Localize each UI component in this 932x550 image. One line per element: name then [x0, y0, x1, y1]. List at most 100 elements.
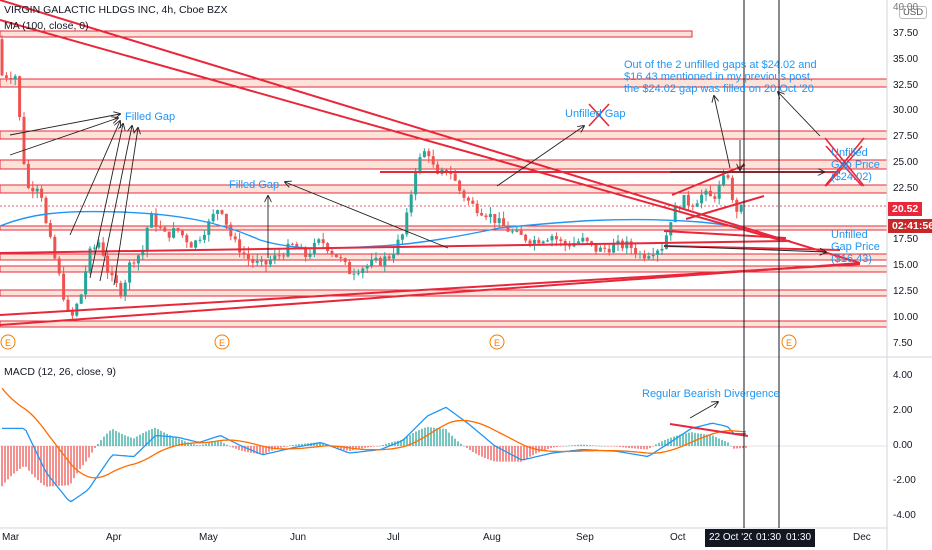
macd-histogram-bar [427, 426, 429, 446]
macd-legend[interactable]: MACD (12, 26, close, 9) [4, 366, 117, 378]
annotation-arrow [689, 402, 718, 419]
macd-histogram-bar [73, 446, 75, 479]
macd-tick: 2.00 [893, 404, 913, 416]
candle-body [343, 258, 347, 263]
candle-body [414, 170, 418, 195]
macd-histogram-bar [433, 427, 435, 446]
currency-badge[interactable]: USD [899, 6, 928, 19]
candle-body [211, 213, 215, 222]
macd-histogram-bar [406, 436, 408, 446]
macd-histogram-bar [265, 446, 267, 453]
earnings-label: E [5, 338, 11, 348]
candle-body [554, 236, 558, 240]
macd-histogram-bar [736, 446, 738, 449]
macd-histogram-bar [232, 446, 234, 448]
macd-histogram-bar [55, 446, 57, 486]
macd-histogram-bar [445, 429, 447, 446]
macd-histogram-bar [649, 446, 651, 449]
macd-histogram-bar [229, 446, 231, 447]
candle-body [475, 203, 479, 214]
macd-histogram-bar [94, 446, 96, 448]
candle-body [44, 197, 48, 224]
macd-tick: 4.00 [893, 369, 913, 381]
macd-histogram-bar [544, 446, 546, 450]
candle-body [31, 187, 35, 192]
macd-histogram-bar [127, 436, 129, 446]
candle-body [62, 273, 66, 300]
macd-histogram-bar [214, 441, 216, 446]
macd-histogram-bar [169, 435, 171, 446]
macd-histogram-bar [325, 444, 327, 446]
candle-body [216, 210, 220, 214]
ma-legend[interactable]: MA (100, close, 0) [4, 20, 89, 32]
macd-histogram-bar [25, 446, 27, 467]
macd-histogram-bar [715, 437, 717, 446]
price-zone [0, 184, 888, 194]
macd-histogram-bar [361, 446, 363, 449]
candle-body [26, 163, 30, 188]
macd-histogram-bar [181, 440, 183, 446]
macd-histogram-bar [520, 446, 522, 462]
candle-body [84, 271, 88, 295]
macd-histogram-bar [742, 446, 744, 449]
macd-histogram-bar [673, 436, 675, 446]
macd-histogram-bar [241, 446, 243, 451]
candle-body [625, 241, 629, 249]
macd-histogram-bar [103, 436, 105, 446]
macd-histogram-bar [319, 442, 321, 446]
macd-histogram-bar [454, 438, 456, 446]
trendline [685, 195, 765, 220]
candle-body [546, 240, 550, 242]
candle-body [132, 262, 136, 264]
macd-histogram-bar [679, 434, 681, 446]
price-tick: 37.50 [893, 28, 919, 39]
macd-histogram-bar [139, 434, 141, 446]
signal-line [1, 387, 747, 479]
candle-body [154, 213, 158, 227]
macd-histogram-bar [172, 436, 174, 446]
candle-body [506, 225, 510, 232]
macd-histogram-bar [22, 446, 24, 467]
candle-body [700, 194, 704, 204]
macd-histogram-bar [421, 428, 423, 446]
macd-histogram-bar [52, 446, 54, 487]
macd-histogram-bar [151, 428, 153, 446]
candle-body [387, 256, 391, 259]
macd-histogram-bar [472, 446, 474, 452]
macd-histogram-bar [583, 444, 585, 446]
candle-body [651, 254, 655, 257]
candle-body [35, 188, 39, 192]
macd-histogram-bar [559, 446, 561, 447]
macd-histogram-bar [226, 444, 228, 446]
candle-body [40, 188, 44, 198]
candle-body [466, 197, 470, 201]
candle-body [550, 236, 554, 241]
candle-body [198, 239, 202, 241]
macd-histogram-bar [115, 430, 117, 446]
candle-body [581, 237, 585, 242]
macd-histogram-bar [646, 446, 648, 450]
macd-histogram-bar [613, 446, 615, 447]
macd-histogram-bar [475, 446, 477, 454]
macd-histogram-bar [571, 445, 573, 446]
trendline [663, 230, 787, 239]
candle-body [251, 259, 255, 263]
macd-histogram-bar [301, 443, 303, 446]
macd-histogram-bar [286, 446, 288, 447]
price-tick: 17.50 [893, 234, 919, 246]
candle-body [480, 213, 484, 216]
time-tick: May [199, 532, 218, 543]
candle-body [576, 241, 580, 244]
candle-body [229, 224, 233, 237]
filled-gap-label-1: Filled Gap [125, 111, 176, 123]
macd-histogram-bar [412, 433, 414, 446]
macd-histogram-bar [16, 446, 18, 472]
macd-histogram-bar [553, 446, 555, 448]
candle-body [488, 213, 492, 218]
macd-histogram-bar [484, 446, 486, 459]
candle-body [449, 172, 453, 174]
candle-body [656, 250, 660, 255]
candle-body [594, 243, 598, 252]
macd-histogram-bar [196, 445, 198, 446]
